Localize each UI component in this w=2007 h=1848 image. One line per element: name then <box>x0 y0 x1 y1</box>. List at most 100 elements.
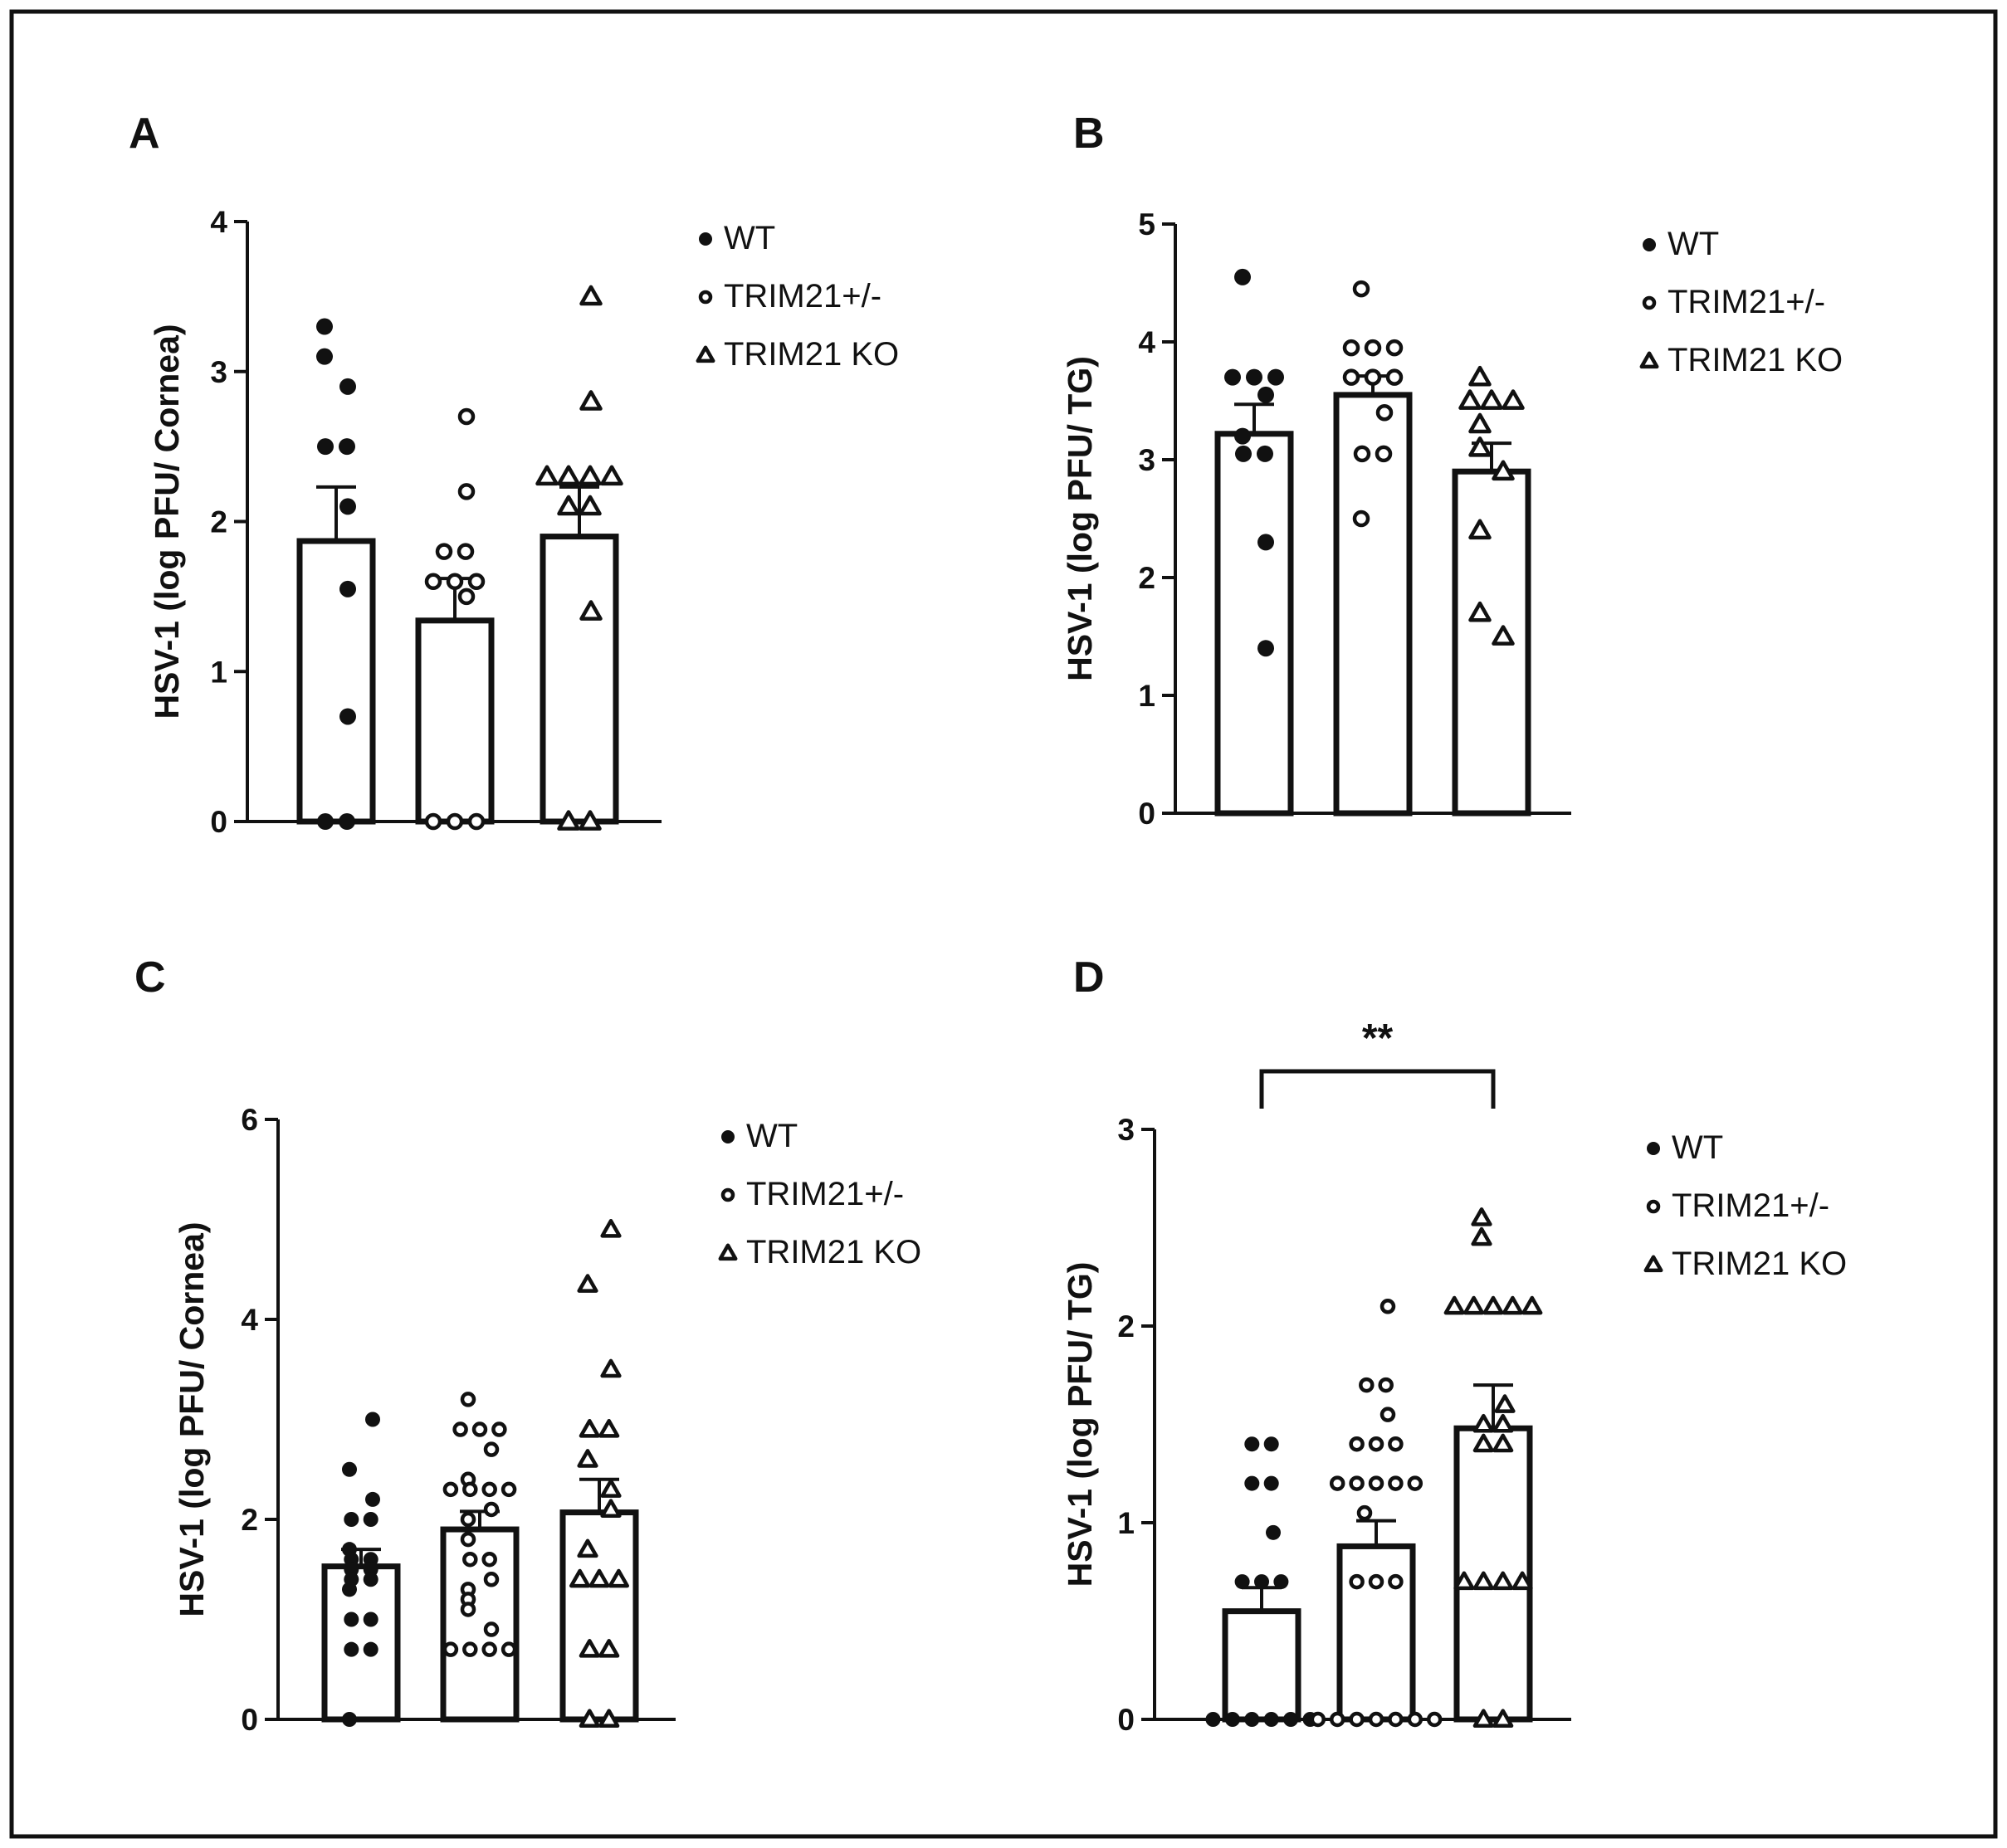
data-point <box>424 573 442 591</box>
bar-2 <box>1336 1543 1416 1723</box>
data-point <box>557 495 580 516</box>
data-point <box>1364 368 1382 386</box>
data-point <box>446 573 464 591</box>
panel-d: D 0 1 2 3 HSV-1 (log PFU/ TG) ** WT TRIM21+/- TRI… <box>1061 953 1847 1737</box>
y-tick-label: 4 <box>241 1303 258 1337</box>
y-tick-label: 2 <box>241 1503 258 1537</box>
legend-label: WT <box>724 220 775 256</box>
data-point <box>1356 1504 1373 1521</box>
data-point <box>1283 1712 1299 1727</box>
data-point <box>339 580 356 597</box>
legend-label: TRIM21 KO <box>746 1234 921 1270</box>
data-point <box>1205 1712 1221 1727</box>
legend-marker <box>720 1187 735 1202</box>
legend-marker <box>1643 238 1656 251</box>
data-point <box>344 1641 359 1657</box>
legend-label: TRIM21 KO <box>724 336 899 373</box>
data-point <box>446 812 464 831</box>
y-tick-label: 4 <box>1138 325 1155 359</box>
data-point <box>577 1538 598 1558</box>
data-point <box>1453 1571 1475 1591</box>
legend-marker <box>1643 1255 1663 1273</box>
y-tick-label: 1 <box>1138 679 1155 713</box>
data-point <box>1352 280 1370 298</box>
data-point <box>457 483 476 500</box>
data-point <box>316 348 333 365</box>
data-point <box>1375 403 1394 422</box>
data-point <box>1257 534 1274 551</box>
data-point <box>1257 386 1274 403</box>
figure-border <box>9 9 1998 1839</box>
bar-1 <box>1222 1608 1301 1723</box>
data-point <box>1492 1433 1514 1453</box>
data-point <box>579 465 602 486</box>
y-tick-label: 6 <box>241 1103 258 1137</box>
data-point <box>1353 445 1371 463</box>
data-point <box>1368 1436 1384 1452</box>
data-point <box>467 812 486 831</box>
data-point <box>1254 1574 1269 1590</box>
data-point <box>1388 1436 1404 1452</box>
bar-2 <box>1333 392 1413 817</box>
data-point <box>1359 1377 1375 1393</box>
data-point <box>363 1512 378 1527</box>
data-point <box>1468 601 1492 622</box>
data-point <box>1224 1712 1240 1727</box>
data-point <box>1472 1571 1494 1591</box>
data-point <box>363 1612 378 1627</box>
panel-a: A 0 1 2 3 4 HSV-1 (log PFU/ Cornea) WT TRIM21+/-… <box>129 110 899 839</box>
data-point <box>1267 368 1284 386</box>
data-point <box>460 1511 476 1528</box>
data-point <box>557 465 580 486</box>
data-point <box>363 1641 378 1657</box>
bar-3 <box>540 534 619 825</box>
y-tick-label: 3 <box>1117 1113 1135 1147</box>
data-point <box>1494 1394 1516 1413</box>
bar-2 <box>440 1526 520 1723</box>
data-point <box>460 1602 476 1617</box>
legend-label: WT <box>1672 1129 1723 1166</box>
data-point <box>1388 1711 1404 1728</box>
data-point <box>608 1568 629 1588</box>
panel-letter: A <box>129 110 160 158</box>
data-point <box>501 1481 517 1498</box>
data-point <box>1342 368 1360 386</box>
data-point <box>442 1481 459 1498</box>
data-point <box>1492 1571 1514 1591</box>
data-point <box>1482 1295 1504 1315</box>
data-point <box>316 318 333 335</box>
y-tick-label: 2 <box>1117 1309 1135 1343</box>
data-point <box>1471 1226 1492 1246</box>
data-point <box>462 1551 478 1568</box>
y-tick-label: 0 <box>1138 797 1155 831</box>
data-point <box>462 1481 478 1498</box>
data-point <box>481 1481 497 1498</box>
legend-marker <box>1647 1142 1660 1155</box>
data-point <box>365 1491 380 1507</box>
data-point <box>598 1639 620 1658</box>
data-point <box>342 1712 357 1727</box>
data-point <box>1502 1295 1523 1315</box>
bar-3 <box>1452 468 1531 817</box>
data-point <box>471 1421 488 1437</box>
data-point <box>1246 368 1262 386</box>
data-point <box>483 1441 500 1457</box>
data-point <box>1472 1433 1494 1453</box>
y-tick-label: 1 <box>1117 1506 1135 1540</box>
data-point <box>483 1501 500 1518</box>
data-point <box>1463 1295 1485 1315</box>
bar-1 <box>296 538 376 825</box>
data-point <box>577 1449 598 1468</box>
data-point <box>491 1421 507 1437</box>
data-point <box>1468 519 1492 540</box>
legend-label: TRIM21+/- <box>1672 1187 1829 1224</box>
data-point <box>1468 365 1492 387</box>
data-point <box>1388 1573 1404 1590</box>
data-point <box>1257 640 1274 657</box>
data-point <box>344 1512 359 1527</box>
data-point <box>1492 1413 1514 1433</box>
data-point <box>579 810 602 831</box>
legend-label: TRIM21 KO <box>1668 342 1843 378</box>
legend-label: TRIM21 KO <box>1672 1246 1847 1282</box>
bar-3 <box>1453 1425 1533 1723</box>
